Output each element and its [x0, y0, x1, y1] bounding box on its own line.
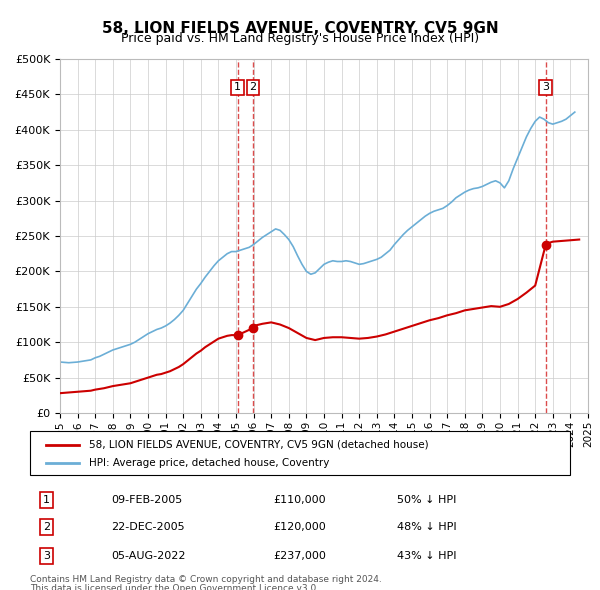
- Text: 09-FEB-2005: 09-FEB-2005: [111, 494, 182, 504]
- Text: 3: 3: [43, 551, 50, 561]
- Text: 2: 2: [43, 522, 50, 532]
- Text: 05-AUG-2022: 05-AUG-2022: [111, 551, 185, 561]
- Text: £120,000: £120,000: [273, 522, 326, 532]
- Text: 2: 2: [250, 83, 257, 92]
- Text: 1: 1: [234, 83, 241, 92]
- Text: 43% ↓ HPI: 43% ↓ HPI: [397, 551, 457, 561]
- Text: Contains HM Land Registry data © Crown copyright and database right 2024.: Contains HM Land Registry data © Crown c…: [30, 575, 382, 584]
- Text: This data is licensed under the Open Government Licence v3.0.: This data is licensed under the Open Gov…: [30, 584, 319, 590]
- Text: HPI: Average price, detached house, Coventry: HPI: Average price, detached house, Cove…: [89, 458, 330, 467]
- Text: £237,000: £237,000: [273, 551, 326, 561]
- Text: 22-DEC-2005: 22-DEC-2005: [111, 522, 185, 532]
- Text: 50% ↓ HPI: 50% ↓ HPI: [397, 494, 457, 504]
- Text: 58, LION FIELDS AVENUE, COVENTRY, CV5 9GN (detached house): 58, LION FIELDS AVENUE, COVENTRY, CV5 9G…: [89, 440, 429, 450]
- FancyBboxPatch shape: [30, 431, 570, 475]
- Text: 48% ↓ HPI: 48% ↓ HPI: [397, 522, 457, 532]
- Text: £110,000: £110,000: [273, 494, 326, 504]
- Text: 3: 3: [542, 83, 549, 92]
- Text: 58, LION FIELDS AVENUE, COVENTRY, CV5 9GN: 58, LION FIELDS AVENUE, COVENTRY, CV5 9G…: [101, 21, 499, 35]
- Text: 1: 1: [43, 494, 50, 504]
- Text: Price paid vs. HM Land Registry's House Price Index (HPI): Price paid vs. HM Land Registry's House …: [121, 32, 479, 45]
